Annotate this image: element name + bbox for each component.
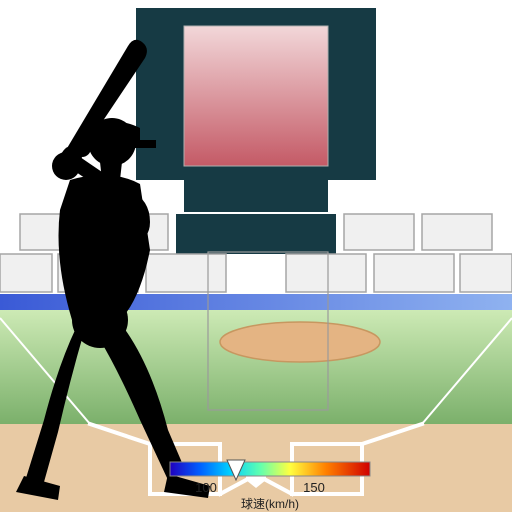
stands-segment [422, 214, 492, 250]
colorbar-label: 球速(km/h) [241, 497, 299, 511]
stands-segment [0, 254, 52, 292]
center-block [176, 214, 336, 254]
scoreboard-screen [184, 26, 328, 166]
pitch-location-chart: 100 150 球速(km/h) [0, 0, 512, 512]
stands-segment [146, 254, 226, 292]
stands-segment [460, 254, 512, 292]
stands-segment [344, 214, 414, 250]
colorbar-gradient [170, 462, 370, 476]
chart-svg: 100 150 球速(km/h) [0, 0, 512, 512]
scoreboard-footer [184, 180, 328, 212]
stands-segment [286, 254, 366, 292]
pitchers-mound [220, 322, 380, 362]
stands-segment [374, 254, 454, 292]
colorbar-tick: 100 [195, 480, 217, 495]
colorbar-tick: 150 [303, 480, 325, 495]
